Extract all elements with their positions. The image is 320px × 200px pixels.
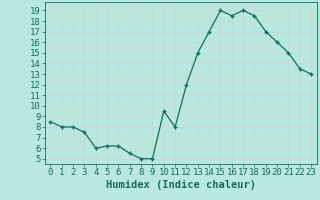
X-axis label: Humidex (Indice chaleur): Humidex (Indice chaleur) [106,180,256,190]
